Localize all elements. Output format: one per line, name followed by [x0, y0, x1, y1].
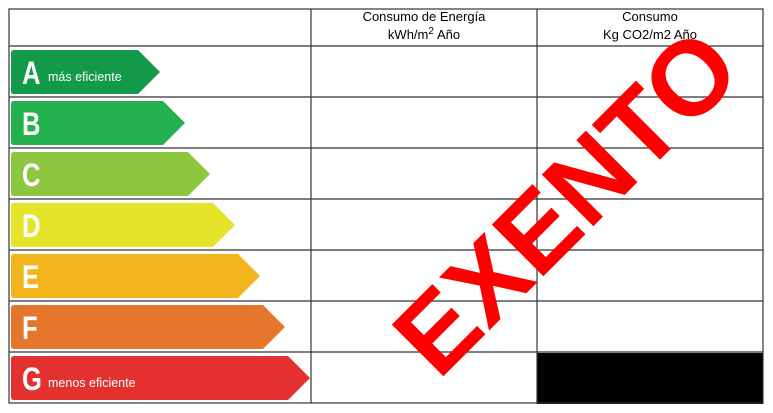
class-arrow — [11, 50, 160, 94]
class-arrow — [11, 356, 310, 400]
class-letter: E — [22, 260, 39, 295]
class-arrow — [11, 203, 235, 247]
class-letter: F — [22, 311, 38, 346]
class-arrow — [11, 101, 185, 145]
black-cell — [537, 353, 763, 404]
class-letter: C — [22, 158, 41, 193]
header-energy-line1: Consumo de Energía — [363, 9, 487, 24]
class-arrow — [11, 254, 260, 298]
unit: kWh/m — [388, 27, 428, 42]
class-letter: D — [22, 209, 40, 244]
class-letter: A — [22, 56, 41, 91]
exponent: 2 — [428, 26, 434, 37]
class-note: menos eficiente — [48, 376, 136, 390]
class-letter: B — [22, 107, 40, 142]
class-letter: G — [22, 362, 42, 397]
class-arrow — [11, 305, 285, 349]
class-arrow — [11, 152, 210, 196]
table-border — [8, 8, 764, 404]
header-emissions-line2: Kg CO2/m2 Año — [603, 27, 697, 42]
header-energy-line2: kWh/m2 Año — [388, 26, 460, 42]
suffix: Año — [437, 27, 460, 42]
table-grid — [8, 8, 764, 404]
header-emissions-line1: Consumo — [622, 9, 678, 24]
class-note: más eficiente — [48, 70, 122, 84]
